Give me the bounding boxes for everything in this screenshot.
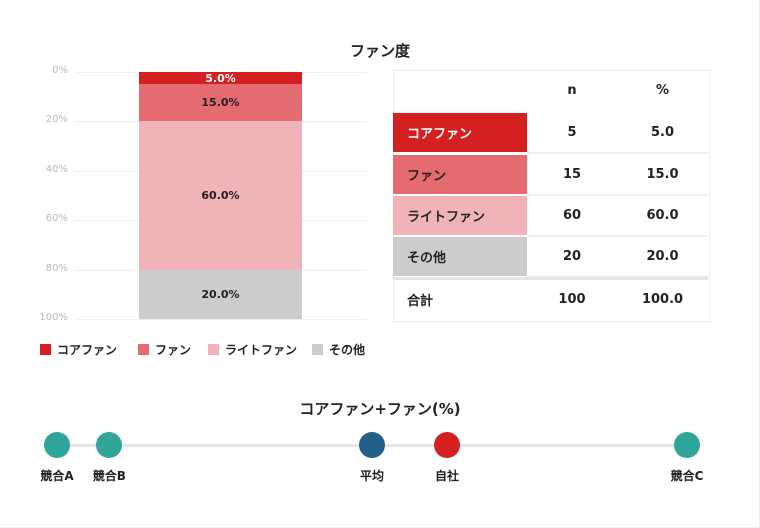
table-cell: 15 bbox=[562, 167, 582, 182]
legend-swatch bbox=[312, 344, 323, 355]
legend-swatch bbox=[40, 344, 51, 355]
table-cell: 100.0 bbox=[641, 292, 684, 307]
bar-segment-label: 5.0% bbox=[205, 71, 236, 85]
legend-item: コアファン bbox=[40, 341, 117, 358]
table-header: % bbox=[655, 82, 670, 98]
y-tick-label: 40% bbox=[45, 163, 68, 175]
table-cell: 15.0 bbox=[646, 167, 679, 182]
table-cell: 20 bbox=[562, 249, 582, 264]
table-cell: 20.0 bbox=[646, 249, 679, 264]
scale-point-3 bbox=[433, 432, 460, 458]
legend-item: ファン bbox=[138, 341, 191, 358]
y-tick-label: 20% bbox=[45, 114, 68, 126]
fan-chart-title: ファン度 bbox=[349, 42, 410, 60]
scale-point-label: 競合C bbox=[670, 469, 704, 483]
bar-segment-label: 60.0% bbox=[201, 188, 240, 202]
y-tick-label: 0% bbox=[52, 65, 68, 76]
legend-swatch bbox=[208, 344, 219, 355]
legend-label: ファン bbox=[155, 343, 192, 357]
legend-swatch bbox=[138, 344, 149, 355]
scale-point-1 bbox=[96, 432, 123, 458]
row-divider bbox=[527, 152, 708, 154]
bar-segment-label: 15.0% bbox=[201, 96, 240, 110]
gridline bbox=[75, 319, 367, 320]
table-cell: 100 bbox=[558, 292, 586, 307]
y-tick-label: 80% bbox=[45, 262, 68, 274]
legend-label: コアファン bbox=[57, 343, 118, 357]
row-divider bbox=[527, 194, 708, 196]
y-tick-label: 100% bbox=[39, 312, 68, 323]
y-tick-label: 60% bbox=[45, 213, 68, 225]
legend-label: ライトファン bbox=[225, 343, 298, 357]
table-cell: ファン bbox=[393, 155, 527, 194]
scale-point-2 bbox=[359, 432, 385, 458]
scale-point-0 bbox=[44, 432, 70, 458]
table-cell: 5 bbox=[567, 125, 577, 140]
scale-point-label: 競合B bbox=[92, 469, 126, 483]
row-divider bbox=[527, 235, 708, 237]
scale-point-4 bbox=[674, 432, 700, 458]
bar-segment-2: 60.0% bbox=[139, 121, 302, 270]
table-cell: 60.0 bbox=[646, 208, 679, 223]
legend-item: ライトファン bbox=[208, 341, 297, 358]
scale-title: コアファン+ファン(%) bbox=[299, 400, 461, 418]
bar-segment-0: 5.0% bbox=[139, 71, 302, 85]
scale-point-label: 自社 bbox=[434, 469, 459, 483]
table-header: n bbox=[567, 82, 577, 98]
bar-segment-3: 20.0% bbox=[139, 269, 302, 319]
bar-segment-label: 20.0% bbox=[201, 287, 240, 301]
scale-point-label: 競合A bbox=[40, 469, 74, 483]
scale-point-label: 平均 bbox=[359, 469, 384, 483]
table-cell: コアファン bbox=[393, 113, 527, 152]
bar-segment-1: 15.0% bbox=[139, 84, 302, 122]
table-cell: 5.0 bbox=[650, 125, 675, 140]
table-cell: 60 bbox=[562, 208, 582, 223]
total-divider bbox=[393, 277, 708, 280]
legend-item: その他 bbox=[312, 341, 365, 358]
table-cell: その他 bbox=[393, 237, 527, 276]
table-cell: ライトファン bbox=[393, 196, 527, 235]
legend-label: その他 bbox=[329, 343, 366, 357]
table-cell: 合計 bbox=[407, 294, 434, 309]
